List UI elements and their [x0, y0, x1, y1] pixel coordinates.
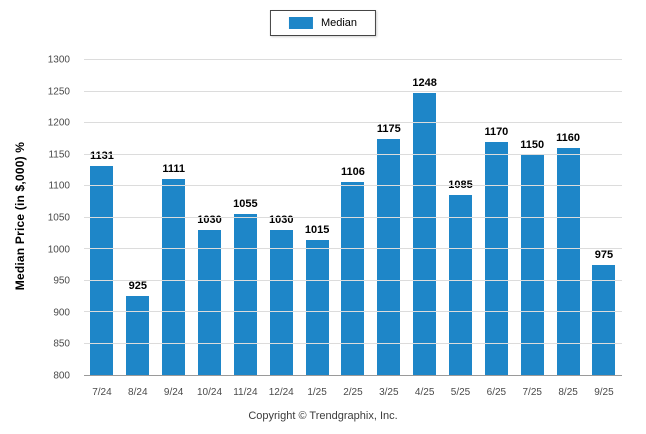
bar: 925 [126, 280, 150, 375]
y-axis-tick-labels: 800 850 900 950 1000 1050 1100 1150 1200 1250 1300 [0, 55, 78, 382]
bar-slot: 1106 [335, 60, 371, 375]
gridline [84, 185, 622, 186]
bar-slot: 1131 [84, 60, 120, 375]
bar-slot: 1030 [192, 60, 228, 375]
y-tick-label: 950 [53, 275, 70, 287]
y-tick-label: 1100 [48, 180, 70, 192]
bar-value-label: 1015 [304, 223, 330, 236]
legend-swatch-icon [288, 17, 313, 29]
copyright-text: Copyright © Trendgraphix, Inc. [248, 410, 398, 422]
x-tick-label: 8/25 [558, 387, 578, 398]
legend: Median [269, 10, 377, 36]
bar-value-label: 1150 [520, 138, 545, 151]
x-tick-label: 9/25 [594, 387, 614, 398]
plot-area: 1131 925 1111 1030 1055 1030 1015 1106 1175 1248 1… [84, 59, 622, 376]
bar: 1015 [305, 224, 329, 375]
y-tick-label: 1050 [47, 212, 70, 224]
bar-value-label: 1055 [233, 198, 258, 211]
bar: 1160 [556, 132, 580, 375]
x-tick-label: 8/24 [128, 387, 148, 398]
x-axis-tick-labels: 7/24 8/24 9/24 10/24 11/24 12/24 1/25 2/25 3/25 4… [84, 381, 622, 398]
x-tick-label: 1/25 [307, 387, 327, 398]
y-tick-label: 800 [53, 370, 70, 382]
bar: 1175 [377, 123, 401, 375]
bar-slot: 1030 [263, 60, 299, 375]
gridline [84, 311, 622, 312]
bar-slot: 925 [120, 60, 156, 375]
bar: 1055 [233, 198, 258, 375]
legend-label: Median [320, 17, 358, 29]
gridline [84, 122, 622, 123]
bars-group: 1131 925 1111 1030 1055 1030 1015 1106 1175 1248 1… [84, 60, 622, 375]
bar: 1030 [269, 214, 293, 375]
x-tick-label: 6/25 [486, 387, 507, 398]
bar: 1111 [162, 163, 186, 375]
bar-slot: 1055 [227, 60, 263, 375]
bar: 1150 [520, 139, 544, 375]
y-tick-label: 1200 [47, 117, 70, 129]
bar-slot: 1248 [407, 60, 443, 375]
bar-slot: 1015 [299, 60, 335, 375]
bar-value-label: 1175 [376, 122, 401, 135]
gridline [84, 279, 622, 281]
x-tick-label: 5/25 [450, 387, 471, 398]
bar: 1085 [448, 179, 473, 375]
gridline [84, 248, 622, 249]
x-tick-label: 7/25 [522, 387, 542, 398]
bar: 1106 [341, 166, 365, 375]
bar-value-label: 1160 [556, 132, 581, 145]
x-tick-label: 3/25 [379, 387, 399, 398]
bar-value-label: 925 [128, 280, 147, 293]
bar-slot: 1160 [550, 60, 586, 375]
y-tick-label: 1300 [47, 54, 70, 66]
bar-value-label: 1248 [412, 76, 437, 89]
bar: 1131 [90, 150, 114, 375]
y-tick-label: 900 [53, 307, 70, 319]
y-tick-label: 1250 [47, 86, 70, 98]
bar-slot: 1175 [371, 60, 407, 375]
bar-slot: 1111 [156, 60, 192, 375]
bar-value-label: 975 [594, 248, 614, 261]
bar-value-label: 1170 [484, 125, 509, 138]
gridline [84, 59, 622, 60]
bar: 1170 [484, 126, 508, 375]
gridline [84, 153, 622, 155]
y-tick-label: 850 [53, 338, 70, 350]
x-tick-label: 7/24 [92, 387, 112, 398]
y-tick-label: 1000 [47, 244, 70, 256]
bar-value-label: 1111 [162, 163, 185, 176]
bar: 975 [592, 249, 616, 375]
gridline [84, 342, 622, 344]
x-tick-label: 11/24 [233, 387, 258, 398]
bar-slot: 1150 [514, 60, 550, 375]
x-tick-label: 4/25 [414, 387, 435, 398]
y-tick-label: 1150 [48, 149, 70, 161]
bar-slot: 1085 [443, 60, 479, 375]
x-tick-label: 10/24 [196, 387, 223, 398]
bar-value-label: 1131 [89, 150, 114, 163]
x-tick-label: 9/24 [163, 387, 184, 398]
bar: 1248 [412, 77, 437, 375]
gridline [84, 90, 622, 92]
bar: 1030 [197, 214, 222, 375]
x-tick-label: 2/25 [343, 387, 363, 398]
x-tick-label: 12/24 [268, 387, 294, 398]
bar-slot: 1170 [478, 60, 514, 375]
bar-value-label: 1106 [341, 166, 365, 179]
gridline [84, 216, 622, 218]
bar-slot: 975 [586, 60, 622, 375]
